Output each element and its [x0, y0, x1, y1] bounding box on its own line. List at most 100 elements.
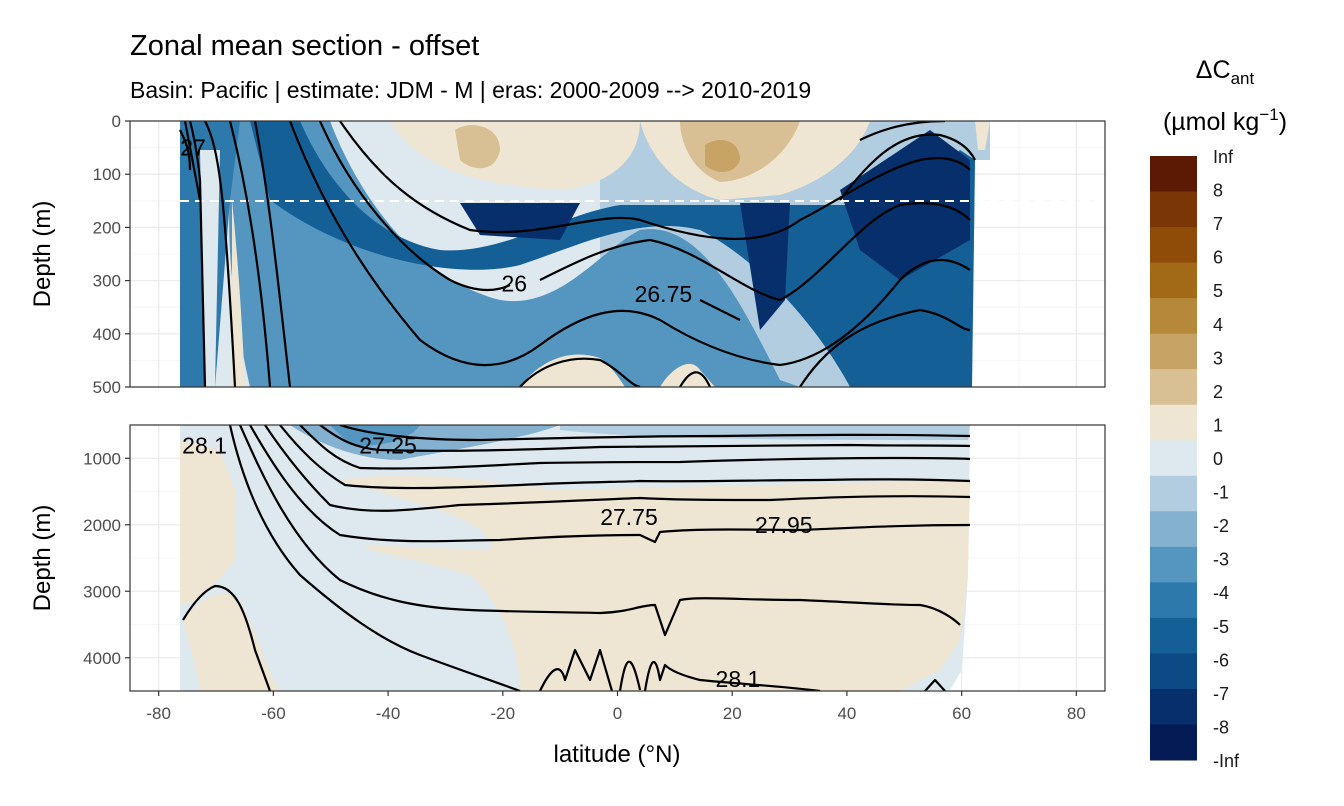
legend: ΔCant (µmol kg−1) Inf 8 7 6 5 4 3 2 1 0 -1 -2 -3 -4 -5…	[1150, 56, 1287, 771]
legend-label: Inf	[1213, 147, 1234, 167]
y-tick-label: 3000	[83, 582, 121, 601]
upper-panel: 26 26.75 27 0 100 200 300 400 500	[93, 112, 1106, 397]
legend-label: -5	[1213, 617, 1229, 637]
lower-contour-line	[249, 425, 971, 544]
legend-swatch	[1150, 298, 1197, 335]
chart-subtitle: Basin: Pacific | estimate: JDM - M | era…	[130, 77, 811, 103]
upper-field-surface-brown-patch	[705, 140, 740, 172]
legend-swatch	[1150, 582, 1197, 619]
legend-swatch	[1150, 617, 1197, 654]
upper-contour-line	[179, 129, 192, 171]
legend-swatch	[1150, 511, 1197, 548]
legend-label: -6	[1213, 650, 1229, 670]
legend-label: 3	[1213, 348, 1223, 368]
y-tick-label: 300	[93, 272, 121, 291]
legend-units-exponent: −1	[1259, 105, 1278, 124]
legend-label: 7	[1213, 214, 1223, 234]
contour-label: 27	[180, 135, 206, 161]
lower-contour-line	[643, 660, 821, 691]
x-tick-label: 60	[952, 704, 971, 723]
lower-contour-labels: 28.1 27.25 27.75 27.95 28.1	[182, 433, 812, 692]
x-axis-title: latitude (°N)	[554, 741, 681, 768]
lower-contour-line	[299, 425, 971, 470]
upper-contour-line	[799, 308, 971, 387]
legend-label: -1	[1213, 483, 1229, 503]
legend-label: 5	[1213, 281, 1223, 301]
upper-panel-border	[129, 120, 1106, 388]
upper-field-dark-blue	[250, 121, 975, 387]
legend-units-prefix: (µmol kg	[1163, 108, 1259, 136]
x-tick-label: -40	[376, 704, 401, 723]
x-tick-label: 40	[837, 704, 856, 723]
x-tick-label: -60	[261, 704, 286, 723]
upper-field-abyss-tan-left	[520, 354, 625, 387]
upper-contour-line	[288, 121, 971, 367]
lower-contour-line	[924, 678, 946, 691]
legend-label: -7	[1213, 684, 1229, 704]
upper-field-mid-blue	[229, 121, 801, 387]
x-tick-label: 0	[613, 704, 622, 723]
upper-contour-line	[228, 121, 272, 387]
lower-contour-line	[279, 425, 971, 490]
lower-contour-line	[618, 660, 642, 691]
legend-label: -8	[1213, 717, 1229, 737]
upper-contour-line	[519, 357, 641, 387]
legend-swatch	[1150, 333, 1197, 370]
y-tick-label: 500	[93, 378, 121, 397]
y-tick-label: 400	[93, 325, 121, 344]
upper-y-axis-title: Depth (m)	[29, 201, 56, 308]
lower-contour-lines	[182, 425, 971, 691]
contour-label: 28.1	[182, 433, 227, 459]
legend-swatch	[1150, 724, 1197, 761]
legend-label: 2	[1213, 382, 1223, 402]
legend-label: 4	[1213, 315, 1223, 335]
legend-swatch	[1150, 191, 1197, 228]
lower-field-left-pale	[180, 440, 235, 605]
upper-contour-line	[679, 371, 712, 387]
upper-contour-lines	[179, 121, 976, 387]
x-tick-label: -20	[491, 704, 516, 723]
legend-swatch	[1150, 546, 1197, 583]
lower-y-axis: 1000 2000 3000 4000	[83, 449, 130, 668]
legend-swatch	[1150, 475, 1197, 512]
legend-labels: Inf 8 7 6 5 4 3 2 1 0 -1 -2 -3 -4 -5 -6 -7 -8 -Inf	[1213, 147, 1240, 771]
x-tick-label: 80	[1067, 704, 1086, 723]
y-tick-label: 0	[112, 112, 121, 131]
upper-field-surface-tan-left	[390, 121, 640, 190]
legend-label: -2	[1213, 516, 1229, 536]
upper-contour-line	[539, 238, 781, 302]
x-tick-label: 20	[723, 704, 742, 723]
legend-swatch	[1150, 688, 1197, 725]
legend-swatch	[1150, 404, 1197, 441]
lower-contour-line	[319, 425, 971, 452]
upper-contour-line	[183, 121, 202, 201]
legend-swatch	[1150, 262, 1197, 299]
contour-label: 27.25	[359, 433, 417, 459]
lower-contour-line	[182, 584, 272, 691]
legend-units: (µmol kg−1)	[1163, 105, 1287, 136]
legend-swatch	[1150, 156, 1197, 193]
legend-title: ΔCant	[1196, 56, 1255, 88]
y-tick-label: 100	[93, 165, 121, 184]
lower-contour-line	[238, 425, 961, 637]
lower-contour-line	[339, 425, 971, 442]
legend-swatch	[1150, 653, 1197, 690]
legend-units-suffix: )	[1279, 108, 1287, 136]
legend-title-main: ΔC	[1196, 56, 1231, 84]
contour-label: 27.95	[755, 512, 813, 538]
upper-contour-line	[779, 202, 971, 301]
contour-label: 28.1	[716, 666, 761, 692]
y-tick-label: 200	[93, 218, 121, 237]
upper-contour-line	[699, 299, 741, 321]
y-tick-label: 2000	[83, 516, 121, 535]
legend-label: 1	[1213, 415, 1223, 435]
legend-label: 8	[1213, 181, 1223, 201]
upper-contour-line	[839, 133, 976, 201]
upper-field-surface-tan-mid	[455, 125, 500, 169]
upper-contour-line	[253, 121, 292, 387]
legend-label: 0	[1213, 449, 1223, 469]
legend-label: -3	[1213, 550, 1229, 570]
lower-contour-line	[539, 648, 614, 691]
contour-label: 27.75	[600, 504, 658, 530]
